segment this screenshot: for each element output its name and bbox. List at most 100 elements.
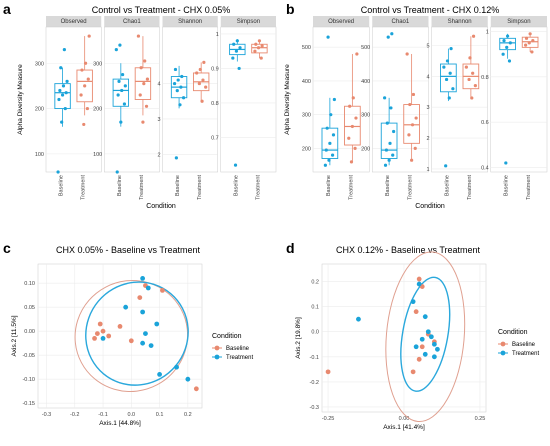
data-point: [143, 59, 147, 63]
data-point: [59, 66, 63, 70]
facet-strip: [431, 16, 488, 27]
data-point: [444, 164, 448, 168]
data-point: [65, 79, 69, 83]
y-tick-label: 300: [361, 113, 370, 119]
data-point-treatment: [145, 285, 151, 291]
x-tick-label: 0.0: [127, 412, 135, 418]
data-point-baseline: [410, 369, 416, 375]
data-point: [139, 66, 143, 70]
data-point: [259, 56, 263, 60]
data-point-baseline: [416, 356, 422, 362]
data-point: [330, 153, 335, 157]
data-point: [260, 44, 264, 48]
box-baseline: [380, 122, 398, 159]
data-point: [233, 163, 238, 167]
data-point: [391, 153, 395, 157]
data-point-treatment: [100, 336, 106, 341]
data-point: [83, 61, 88, 65]
data-point: [238, 46, 242, 50]
facet-plot-area: [431, 26, 488, 173]
data-point-baseline: [100, 328, 106, 334]
facet-strip: [490, 16, 547, 27]
x-tick-label: Treatment: [197, 175, 203, 200]
x-tick-label: 0.25: [475, 416, 486, 422]
facet-strip: [313, 16, 370, 27]
data-point-baseline: [128, 338, 134, 344]
legend-key-point: [500, 350, 506, 356]
data-point: [530, 50, 534, 54]
data-point: [83, 84, 87, 88]
data-point: [138, 93, 142, 97]
data-point: [387, 158, 391, 162]
data-point-treatment: [422, 314, 428, 320]
data-point: [234, 49, 239, 53]
data-point: [82, 122, 86, 127]
box-treatment: [251, 43, 268, 54]
facet-chao1: Chao1 100 200 300 Baseline Treatment: [93, 16, 160, 200]
box-baseline: [54, 83, 71, 110]
x-tick-label: Baseline: [59, 175, 65, 196]
data-point: [388, 141, 392, 145]
box-baseline: [321, 127, 339, 159]
facet-strip: [46, 16, 102, 27]
data-point-treatment: [428, 334, 434, 340]
panel-a: Control vs Treatment - CHX 0.05% Alpha Di…: [17, 5, 277, 210]
data-point: [505, 45, 509, 49]
y-tick-label: 4: [157, 82, 160, 88]
data-point: [351, 96, 355, 100]
data-point: [141, 120, 145, 124]
y-tick-label: 500: [302, 45, 311, 51]
x-tick-label: Treatment: [467, 175, 473, 200]
data-point: [174, 156, 178, 160]
data-point: [383, 163, 388, 167]
x-tick-label: -0.3: [42, 412, 51, 418]
data-point: [349, 160, 354, 164]
data-point: [331, 133, 336, 137]
x-tick-label: Baseline: [326, 175, 332, 196]
facet-plot-area: [162, 26, 218, 173]
data-point-treatment: [425, 329, 431, 335]
data-point: [61, 84, 66, 88]
data-point: [115, 170, 119, 174]
data-point: [145, 77, 150, 81]
data-point: [142, 82, 146, 86]
data-point: [118, 43, 122, 47]
data-point-treatment: [140, 340, 146, 346]
data-point-treatment: [356, 316, 361, 322]
data-point: [181, 96, 186, 100]
facet-plot-area: [45, 26, 102, 173]
data-point: [121, 72, 125, 77]
x-tick-label: 0.00: [399, 416, 410, 422]
x-tick-label: 0.2: [184, 412, 192, 418]
data-point-treatment: [435, 346, 440, 352]
data-point: [448, 71, 452, 75]
data-point: [444, 77, 449, 82]
data-point-baseline: [193, 386, 199, 392]
data-point: [172, 81, 177, 86]
chart-title: CHX 0.05% - Baseline vs Treatment: [56, 245, 201, 255]
data-point: [64, 91, 68, 95]
legend-key-point: [214, 345, 220, 351]
y-axis-label: Axis.2 [11.5%]: [11, 315, 18, 356]
y-tick-label: 300: [35, 61, 44, 67]
data-point: [195, 71, 199, 75]
data-point-treatment: [154, 321, 160, 327]
data-point: [468, 56, 472, 60]
y-tick-label: 0.05: [24, 305, 35, 311]
x-axis-label: Axis.1 [44.8%]: [99, 420, 141, 427]
y-tick-label: 0.1: [311, 305, 319, 311]
data-point: [383, 96, 387, 100]
data-point: [350, 124, 354, 129]
x-axis-label: Condition: [415, 203, 445, 210]
data-point: [122, 102, 127, 106]
data-point: [326, 35, 330, 39]
data-point: [531, 38, 535, 43]
x-tick-label: Treatment: [81, 175, 87, 200]
data-point: [524, 43, 528, 47]
panel-label-b: b: [286, 1, 295, 17]
facet-observed: Observed 100 200 300 Baseline Treatment: [35, 16, 102, 200]
data-point: [257, 39, 262, 43]
y-tick-label: 1: [216, 32, 219, 38]
y-tick-label: 500: [361, 45, 370, 51]
